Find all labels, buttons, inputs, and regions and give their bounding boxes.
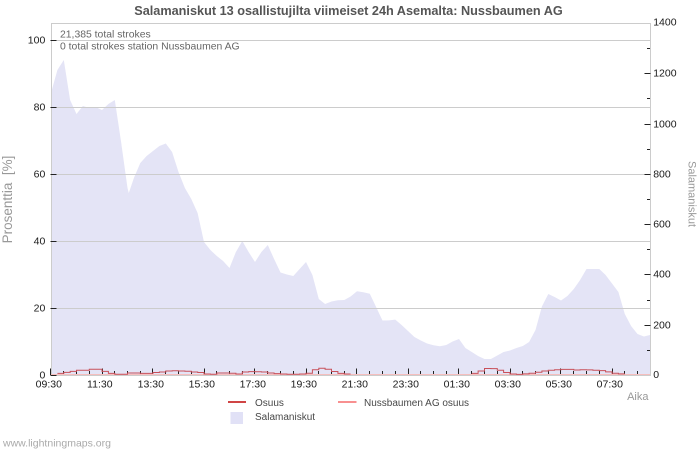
svg-text:1400: 1400 (653, 17, 677, 29)
svg-text:100: 100 (28, 35, 46, 47)
svg-text:1000: 1000 (653, 119, 677, 131)
svg-text:Prosenttia [%]: Prosenttia [%] (0, 156, 15, 244)
svg-text:80: 80 (34, 102, 46, 114)
svg-text:23:30: 23:30 (393, 378, 419, 390)
svg-text:400: 400 (653, 269, 671, 281)
svg-text:0: 0 (39, 370, 45, 382)
svg-text:40: 40 (34, 236, 46, 248)
svg-text:Salamaniskut: Salamaniskut (255, 412, 315, 423)
svg-text:11:30: 11:30 (87, 378, 113, 390)
svg-text:Salamaniskut 13 osallistujilta: Salamaniskut 13 osallistujilta viimeiset… (134, 4, 563, 18)
svg-text:21:30: 21:30 (342, 378, 368, 390)
svg-text:1200: 1200 (653, 68, 677, 80)
svg-text:20: 20 (34, 303, 46, 315)
svg-text:17:30: 17:30 (240, 378, 266, 390)
svg-text:19:30: 19:30 (291, 378, 317, 390)
svg-text:0: 0 (653, 369, 659, 381)
svg-text:03:30: 03:30 (495, 378, 521, 390)
svg-text:Osuus: Osuus (255, 398, 284, 409)
svg-text:200: 200 (653, 320, 671, 332)
svg-text:07:30: 07:30 (597, 378, 623, 390)
svg-text:Aika: Aika (627, 391, 649, 403)
svg-text:05:30: 05:30 (546, 378, 572, 390)
svg-text:600: 600 (653, 219, 671, 231)
svg-text:21,385 total strokes: 21,385 total strokes (60, 30, 151, 41)
svg-text:www.lightningmaps.org: www.lightningmaps.org (2, 438, 111, 450)
svg-text:01:30: 01:30 (444, 378, 470, 390)
svg-text:15:30: 15:30 (189, 378, 215, 390)
svg-text:13:30: 13:30 (138, 378, 164, 390)
svg-text:60: 60 (34, 169, 46, 181)
svg-text:800: 800 (653, 169, 671, 181)
svg-text:0 total strokes station Nussba: 0 total strokes station Nussbaumen AG (60, 42, 240, 53)
svg-text:09:30: 09:30 (36, 378, 62, 390)
svg-text:Salamaniskut: Salamaniskut (686, 161, 698, 227)
svg-text:Nussbaumen AG osuus: Nussbaumen AG osuus (364, 398, 469, 409)
